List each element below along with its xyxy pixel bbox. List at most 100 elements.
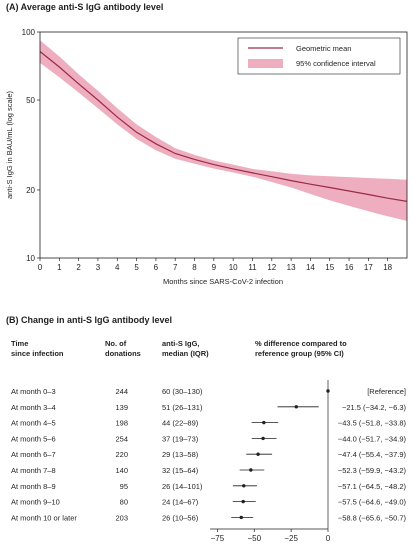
- header-median-line1: anti-S IgG,: [162, 339, 200, 348]
- x-tick-label: 13: [287, 263, 296, 272]
- table-row: At month 7–8 140 32 (15–64) −52.3 (−59.9, −…: [11, 466, 406, 475]
- x-tick-label: 11: [248, 263, 257, 272]
- point-estimate: [256, 452, 260, 456]
- panel-b-title: (B) Change in anti-S IgG antibody level: [6, 315, 172, 325]
- table-row: At month 8–9 95 26 (14–101) −57.1 (−64.5, −…: [11, 482, 406, 491]
- row-time-label: At month 4–5: [11, 419, 56, 428]
- x-tick-label: 6: [154, 263, 159, 272]
- row-time-label: At month 9–10: [11, 498, 60, 507]
- row-donations: 95: [120, 482, 128, 491]
- row-median-iqr: 60 (30–130): [162, 387, 203, 396]
- row-time-label: At month 8–9: [11, 482, 56, 491]
- y-tick-label: 50: [26, 96, 35, 105]
- row-donations: 139: [115, 403, 128, 412]
- row-difference-ci: −52.3 (−59.9, −43.2): [338, 466, 407, 475]
- plot-frame: [39, 31, 408, 259]
- row-difference-ci: −57.5 (−64.6, −49.0): [338, 498, 407, 507]
- x-tick-label: 18: [383, 263, 392, 272]
- row-donations: 80: [120, 498, 128, 507]
- panel-a-title: (A) Average anti-S IgG antibody level: [6, 2, 163, 12]
- row-time-label: At month 7–8: [11, 466, 56, 475]
- legend-swatch-ci: [248, 59, 283, 68]
- header-time-line2: since infection: [11, 349, 64, 358]
- row-time-label: At month 10 or later: [11, 513, 77, 522]
- panel-b-header: Time since infection No. of donations an…: [11, 339, 347, 358]
- row-difference-ci: [Reference]: [367, 387, 406, 396]
- table-row: At month 4–5 198 44 (22–89) −43.5 (−51.8, −…: [11, 419, 406, 428]
- point-estimate: [239, 515, 243, 520]
- confidence-band: [40, 40, 407, 221]
- x-tick-label: 17: [364, 263, 373, 272]
- row-median-iqr: 44 (22–89): [162, 419, 199, 428]
- point-estimate: [261, 436, 265, 441]
- table-row: At month 5–6 254 37 (19–73) −44.0 (−51.7, −…: [11, 434, 406, 443]
- row-difference-ci: −58.8 (−65.6, −50.7): [338, 513, 407, 522]
- point-estimate: [294, 405, 298, 409]
- x-axis-ticks: 0 1 2 3 4 5 6 7 8 9 10 11 12 13 14 15 16 17 18: [38, 258, 393, 272]
- row-time-label: At month 3–4: [11, 403, 56, 412]
- row-median-iqr: 32 (15–64): [162, 466, 199, 475]
- y-axis-label: anti-S IgG in BAU/mL (log scale): [5, 90, 14, 199]
- row-median-iqr: 51 (26–131): [162, 403, 203, 412]
- row-median-iqr: 24 (14–67): [162, 498, 199, 507]
- row-median-iqr: 26 (10–56): [162, 513, 199, 522]
- row-median-iqr: 26 (14–101): [162, 482, 203, 491]
- row-difference-ci: −44.0 (−51.7, −34.9): [338, 434, 407, 443]
- x-tick-label: 5: [134, 263, 139, 272]
- row-donations: 140: [115, 466, 128, 475]
- table-row: At month 0–3 244 60 (30–130) [Reference]: [11, 387, 406, 396]
- row-donations: 244: [115, 387, 128, 396]
- row-donations: 220: [115, 450, 128, 459]
- x-tick-label: 3: [96, 263, 101, 272]
- table-row: At month 9–10 80 24 (14–67) −57.5 (−64.6, −…: [11, 498, 406, 507]
- row-difference-ci: −21.5 (−34.2, −6.3): [342, 403, 407, 412]
- legend: Geometric mean 95% confidence interval: [237, 37, 401, 75]
- x-tick-label: 10: [229, 263, 238, 272]
- forest-tick-label: −25: [284, 534, 298, 543]
- geometric-mean-line: [39, 51, 408, 202]
- forest-x-ticks: −75 −50 −25 0: [211, 529, 331, 543]
- table-row: At month 6–7 220 29 (13–58) −47.4 (−55.4, −…: [11, 450, 406, 459]
- header-difference-line2: reference group (95% CI): [255, 349, 344, 358]
- row-difference-ci: −57.1 (−64.5, −48.2): [338, 482, 407, 491]
- x-tick-label: 16: [345, 263, 354, 272]
- point-estimate: [249, 468, 253, 472]
- row-median-iqr: 29 (13–58): [162, 450, 199, 459]
- y-tick-label: 10: [26, 254, 35, 263]
- x-tick-label: 1: [57, 263, 62, 272]
- row-time-label: At month 5–6: [11, 434, 56, 443]
- legend-label-ci: 95% confidence interval: [296, 59, 376, 68]
- x-tick-label: 14: [306, 263, 315, 272]
- x-tick-label: 15: [325, 263, 334, 272]
- row-donations: 254: [115, 434, 128, 443]
- header-difference-line1: % difference compared to: [255, 339, 347, 348]
- x-tick-label: 9: [212, 263, 217, 272]
- legend-label-mean: Geometric mean: [296, 44, 351, 53]
- table-row: At month 3–4 139 51 (26–131) −21.5 (−34.2, …: [11, 403, 406, 412]
- forest-tick-label: −75: [211, 534, 225, 543]
- row-time-label: At month 6–7: [11, 450, 56, 459]
- header-donations-line2: donations: [105, 349, 141, 358]
- x-axis-label: Months since SARS-CoV-2 infection: [163, 277, 283, 286]
- x-tick-label: 0: [38, 263, 43, 272]
- header-time-line1: Time: [11, 339, 28, 348]
- x-tick-label: 2: [76, 263, 81, 272]
- y-axis-ticks: 10 20 50 100: [22, 28, 40, 263]
- forest-axis: −75 −50 −25 0: [210, 380, 331, 543]
- row-time-label: At month 0–3: [11, 387, 56, 396]
- header-donations-line1: No. of: [105, 339, 127, 348]
- row-median-iqr: 37 (19–73): [162, 434, 199, 443]
- point-estimate: [262, 420, 266, 425]
- forest-rows: At month 0–3 244 60 (30–130) [Reference]At …: [11, 387, 406, 522]
- table-row: At month 10 or later 203 26 (10–56) −58.8 (…: [11, 513, 406, 522]
- x-tick-label: 12: [267, 263, 276, 272]
- row-donations: 198: [115, 419, 128, 428]
- forest-tick-label: 0: [326, 534, 331, 543]
- row-difference-ci: −47.4 (−55.4, −37.9): [338, 450, 407, 459]
- forest-tick-label: −50: [247, 534, 261, 543]
- point-estimate: [241, 499, 245, 504]
- x-tick-label: 8: [192, 263, 197, 272]
- point-estimate: [242, 484, 246, 488]
